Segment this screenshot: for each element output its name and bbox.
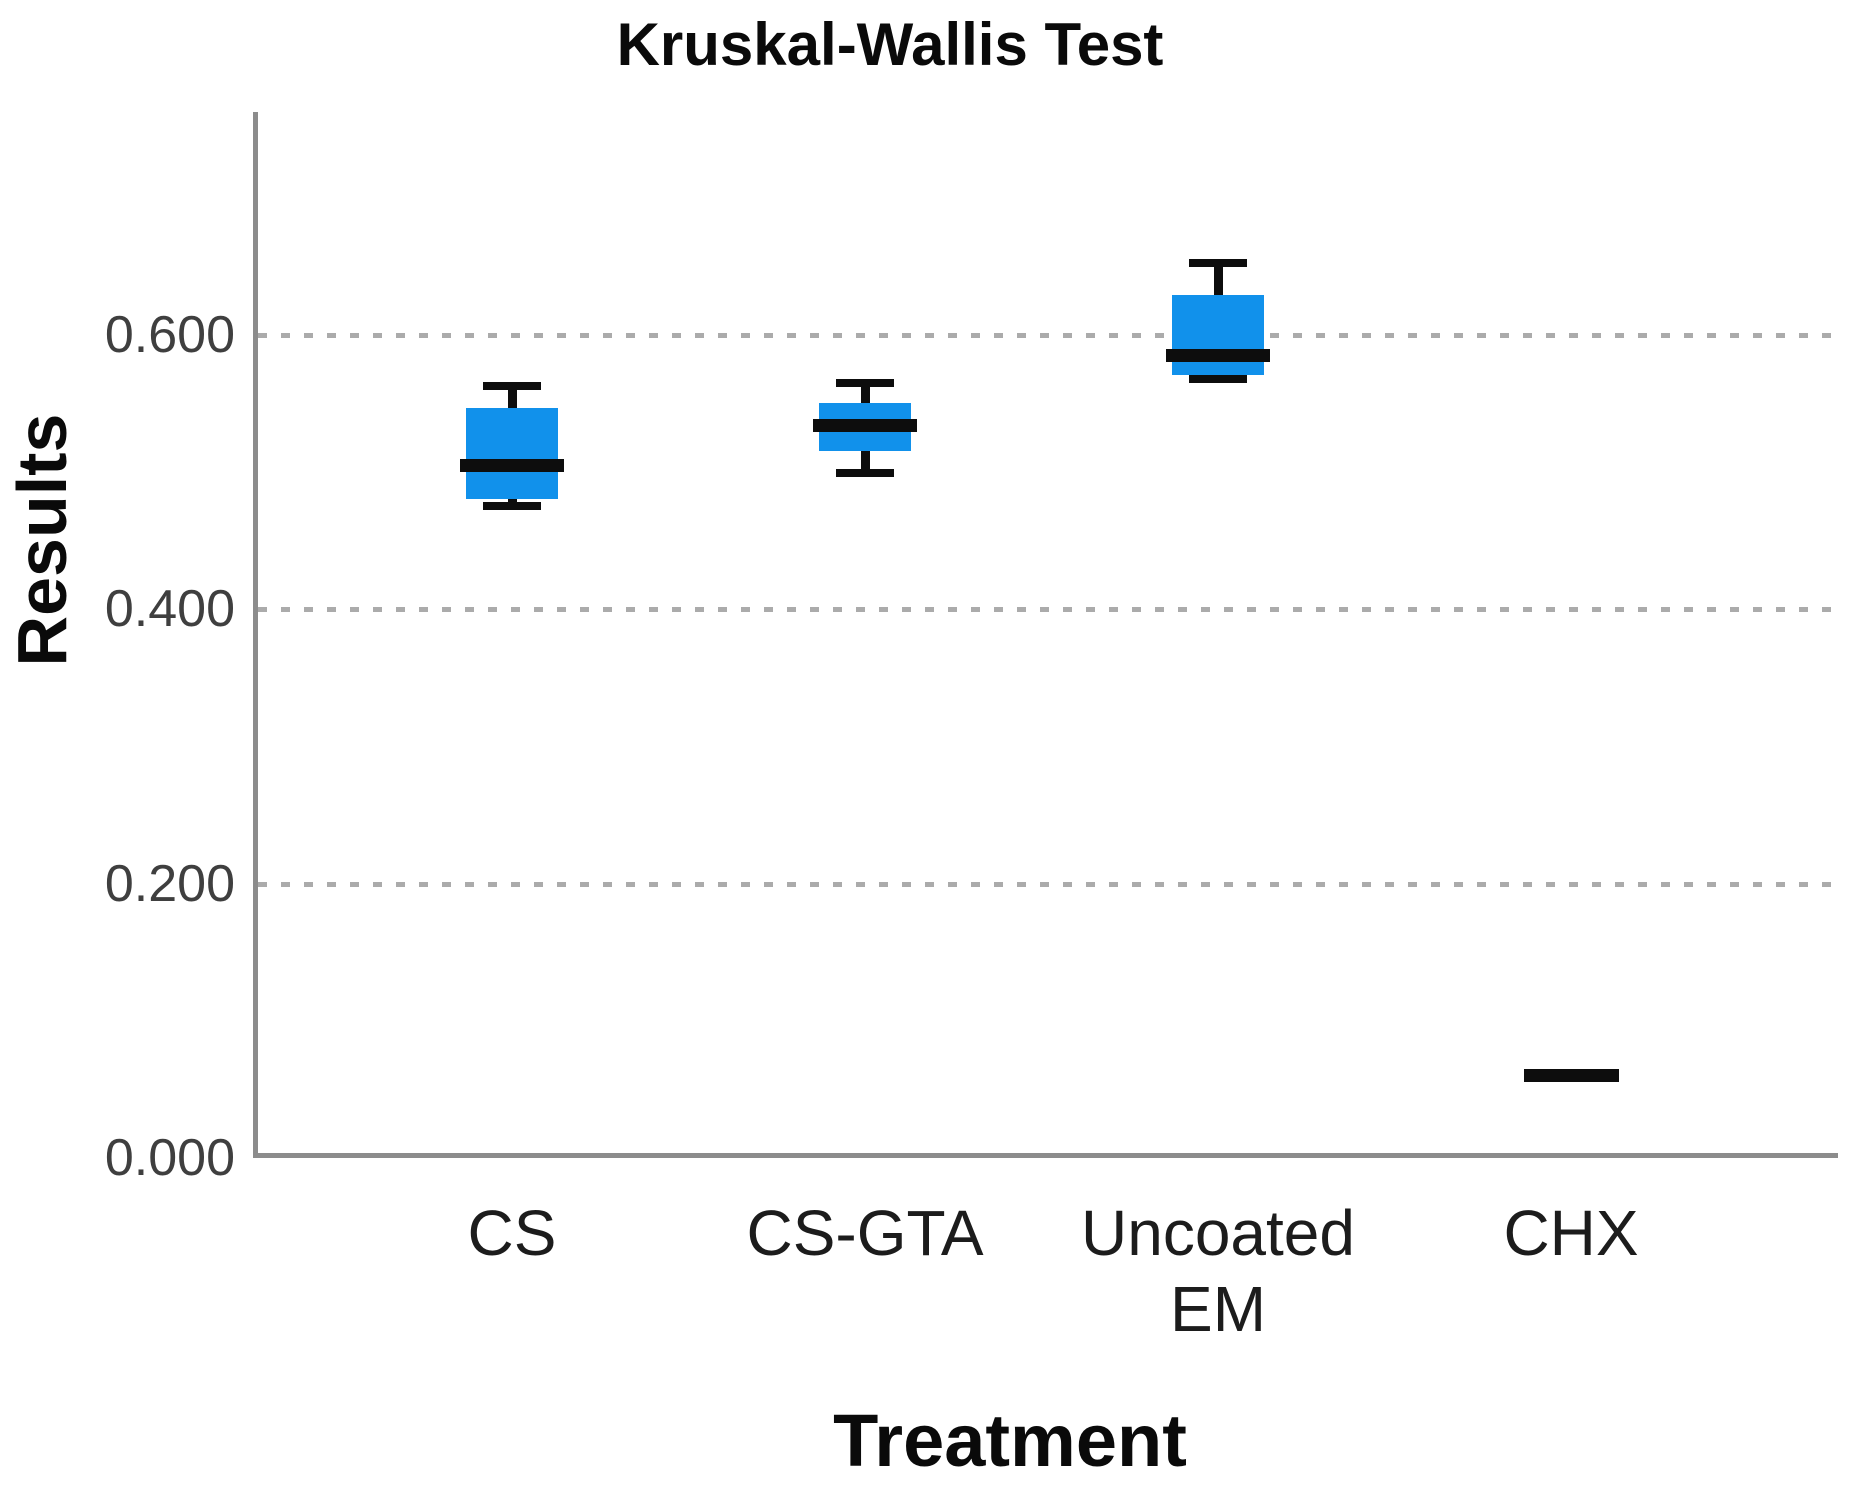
y-tick-label-0.400: 0.400	[104, 580, 235, 639]
box-iqr-CS	[466, 407, 558, 500]
y-tick-label-0.200: 0.200	[104, 854, 235, 913]
gridline-0.600	[258, 332, 1838, 338]
whisker-cap-min-Uncoated EM	[1189, 374, 1247, 383]
x-category-label-uncoated-em: Uncoated EM	[1081, 1197, 1355, 1345]
whisker-cap-min-CS-GTA	[836, 469, 894, 478]
whisker-cap-min-CS	[483, 502, 541, 511]
x-axis-title: Treatment	[833, 1399, 1187, 1482]
whisker-cap-max-CS-GTA	[836, 378, 894, 387]
x-category-label-chx: CHX	[1503, 1197, 1639, 1269]
chart-title: Kruskal-Wallis Test	[616, 11, 1164, 78]
x-axis-line	[253, 1153, 1838, 1158]
whisker-upper-CS-GTA	[860, 382, 870, 404]
gridline-0.400	[258, 607, 1838, 613]
box-median-CS	[460, 458, 564, 472]
whisker-cap-max-CS	[483, 381, 541, 390]
gridline-0.200	[258, 881, 1838, 887]
whisker-lower-CS-GTA	[860, 451, 870, 474]
box-median-CS-GTA	[813, 418, 917, 432]
y-tick-label-0.000: 0.000	[104, 1129, 235, 1187]
y-tick-label-0.600: 0.600	[104, 305, 235, 364]
x-category-label-cs: CS	[467, 1197, 557, 1269]
y-axis-line	[253, 112, 258, 1158]
box-median-Uncoated EM	[1166, 348, 1270, 362]
whisker-upper-Uncoated EM	[1213, 263, 1223, 295]
x-category-label-cs-gta: CS-GTA	[746, 1197, 984, 1269]
box-iqr-Uncoated EM	[1172, 295, 1264, 375]
whisker-upper-CS	[507, 385, 517, 408]
box-median-CHX	[1523, 1069, 1619, 1083]
whisker-cap-max-Uncoated EM	[1189, 259, 1247, 268]
